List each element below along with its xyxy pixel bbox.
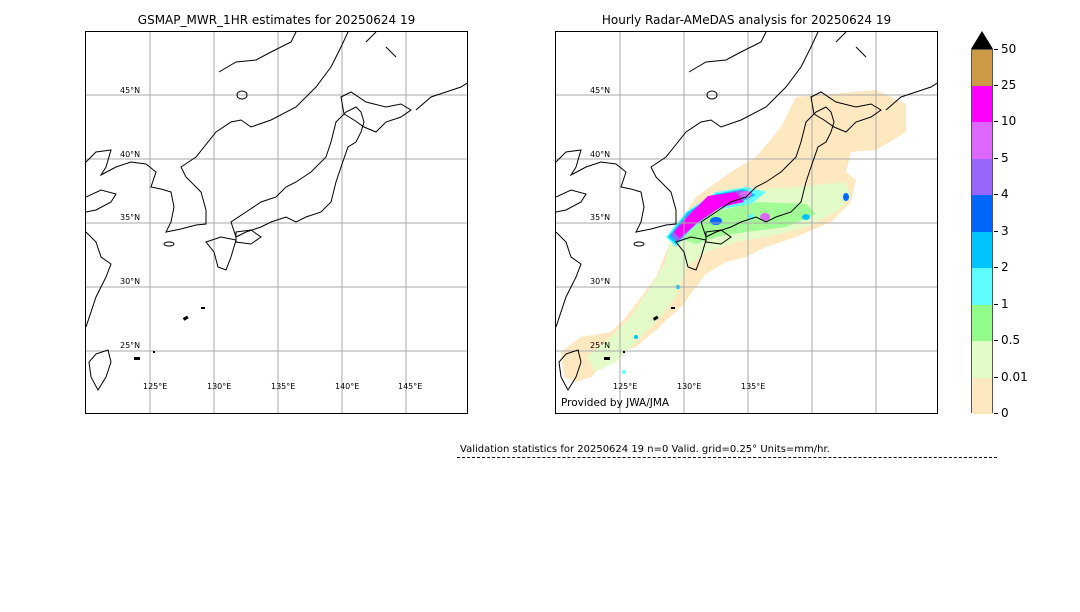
lon-label-145: 145°E	[398, 382, 423, 391]
lon-label-125: 125°E	[613, 382, 638, 391]
right-map-title: Hourly Radar-AMeDAS analysis for 2025062…	[601, 13, 892, 27]
data-credit: Provided by JWA/JMA	[561, 397, 670, 409]
lat-label-30: 30°N	[590, 277, 611, 286]
left-map-title: GSMAP_MWR_1HR estimates for 20250624 19	[137, 13, 416, 27]
lat-label-35: 35°N	[590, 213, 611, 222]
colorbar-tick-4: 4	[994, 187, 1009, 201]
right-map: 45°N 40°N 35°N 30°N 25°N 125°E 130°E 135…	[555, 31, 938, 414]
colorbar-tick-25: 25	[994, 78, 1016, 92]
colorbar-tick-5: 5	[994, 151, 1009, 165]
lon-label-130: 130°E	[677, 382, 702, 391]
colorbar-seg-0.5-1	[972, 305, 992, 341]
colorbar-seg-3-4	[972, 195, 992, 232]
lat-label-45: 45°N	[590, 86, 611, 95]
lon-label-135: 135°E	[741, 382, 766, 391]
colorbar-seg-5-10	[972, 122, 992, 159]
colorbar-seg-25-50	[972, 50, 992, 86]
colorbar-tick-10: 10	[994, 114, 1016, 128]
lat-label-35: 35°N	[120, 213, 141, 222]
colorbar-seg-0.01-0.5	[972, 341, 992, 378]
colorbar-tick-0: 0	[994, 406, 1009, 420]
validation-statistics: Validation statistics for 20250624 19 n=…	[460, 444, 830, 455]
colorbar	[971, 49, 993, 414]
colorbar-tick-0.01: 0.01	[994, 370, 1028, 384]
colorbar-seg-1-2	[972, 268, 992, 305]
lat-label-30: 30°N	[120, 277, 141, 286]
left-map-graphics	[86, 32, 467, 413]
lat-label-40: 40°N	[120, 150, 141, 159]
lon-label-140: 140°E	[335, 382, 360, 391]
colorbar-tick-1: 1	[994, 297, 1009, 311]
right-map-graphics	[556, 32, 937, 413]
colorbar-tick-0.5: 0.5	[994, 333, 1020, 347]
lat-label-25: 25°N	[120, 341, 141, 350]
precip-field	[561, 90, 906, 382]
validation-divider	[457, 457, 997, 458]
lon-label-130: 130°E	[207, 382, 232, 391]
colorbar-extend-arrow	[971, 31, 993, 49]
colorbar-seg-10-25	[972, 86, 992, 122]
lat-label-40: 40°N	[590, 150, 611, 159]
lat-label-25: 25°N	[590, 341, 611, 350]
lat-label-45: 45°N	[120, 86, 141, 95]
colorbar-tick-50: 50	[994, 42, 1016, 56]
lon-label-125: 125°E	[143, 382, 168, 391]
lon-label-135: 135°E	[271, 382, 296, 391]
colorbar-seg-0-0.01	[972, 378, 992, 414]
colorbar-seg-2-3	[972, 232, 992, 268]
colorbar-seg-4-5	[972, 159, 992, 195]
colorbar-tick-3: 3	[994, 224, 1009, 238]
left-map: 45°N 40°N 35°N 30°N 25°N 125°E 130°E 135…	[85, 31, 468, 414]
colorbar-tick-2: 2	[994, 260, 1009, 274]
